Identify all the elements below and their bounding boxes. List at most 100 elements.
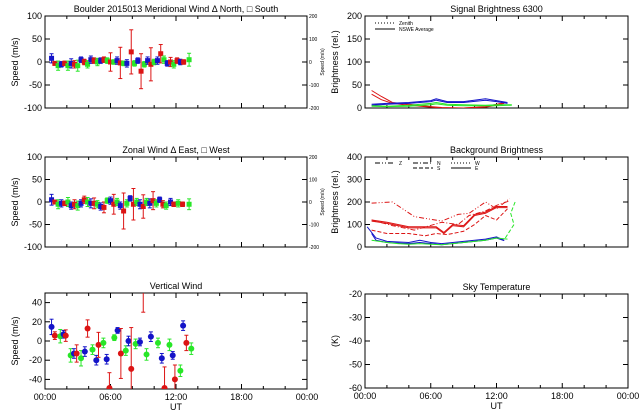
y2-tick-label: -200 bbox=[309, 106, 319, 112]
marker-circle bbox=[93, 357, 100, 364]
marker-square bbox=[181, 59, 187, 65]
data-point bbox=[121, 192, 127, 230]
marker-circle bbox=[154, 339, 161, 346]
legend: Z NS WE bbox=[375, 161, 480, 172]
marker-square bbox=[168, 59, 174, 65]
series-line bbox=[371, 101, 512, 107]
marker-circle bbox=[51, 332, 58, 339]
data-point bbox=[98, 202, 104, 211]
marker-circle bbox=[111, 334, 118, 341]
marker-circle bbox=[103, 356, 110, 363]
data-point bbox=[154, 337, 161, 349]
marker-square bbox=[55, 201, 61, 207]
data-point bbox=[143, 348, 150, 361]
data-point bbox=[158, 352, 165, 364]
marker-circle bbox=[125, 338, 132, 344]
data-point bbox=[150, 191, 156, 211]
legend-label: NSWE Average bbox=[399, 27, 434, 33]
marker-circle bbox=[180, 322, 187, 329]
marker-square bbox=[140, 204, 146, 209]
marker-square bbox=[81, 59, 87, 65]
marker-square bbox=[49, 55, 55, 61]
data-point bbox=[132, 60, 138, 67]
marker-square bbox=[108, 198, 113, 204]
marker-square bbox=[117, 60, 123, 66]
y2-tick-label: 200 bbox=[309, 155, 318, 161]
y-axis-label: Brightness (rel.) bbox=[330, 30, 340, 94]
marker-circle bbox=[78, 355, 85, 362]
x-axis-label: UT bbox=[491, 401, 503, 411]
panel-zonal: Zonal Wind Δ East, □ West 100 50 0 -50 -100 Sp… bbox=[10, 145, 326, 252]
marker-square bbox=[175, 200, 181, 206]
marker-square bbox=[81, 197, 87, 203]
data-point bbox=[124, 199, 130, 208]
data-point bbox=[103, 353, 110, 365]
data-point bbox=[73, 344, 80, 363]
y2-tick-label: 200 bbox=[309, 14, 318, 20]
marker-circle bbox=[136, 338, 143, 345]
y2-tick-label: 0 bbox=[309, 200, 312, 206]
legend-label: W bbox=[475, 161, 480, 167]
y-tick-label: 50 bbox=[352, 80, 362, 90]
marker-square bbox=[147, 200, 153, 206]
data-point bbox=[136, 337, 143, 347]
y-tick-label: 0 bbox=[37, 57, 42, 67]
y-tick-label: 150 bbox=[347, 34, 362, 44]
y-tick-label: 100 bbox=[347, 57, 362, 67]
x-tick-label: 06:00 bbox=[419, 391, 442, 401]
data-point bbox=[104, 197, 110, 204]
marker-square bbox=[168, 199, 174, 205]
data-point bbox=[147, 331, 154, 342]
marker-square bbox=[177, 59, 183, 65]
y-tick-label: 0 bbox=[37, 197, 42, 207]
data-point bbox=[127, 195, 133, 202]
data-point bbox=[138, 53, 144, 90]
marker-circle bbox=[62, 332, 69, 339]
y2-tick-label: -100 bbox=[309, 83, 319, 89]
plot-area bbox=[49, 188, 192, 230]
data-point bbox=[81, 346, 88, 357]
data-point bbox=[75, 59, 81, 72]
marker-square bbox=[88, 200, 94, 206]
marker-square bbox=[94, 201, 100, 207]
data-point bbox=[124, 59, 130, 68]
marker-square bbox=[138, 68, 144, 74]
y-tick-label: 0 bbox=[37, 336, 42, 346]
x-tick-label: 06:00 bbox=[99, 392, 122, 402]
marker-circle bbox=[143, 351, 150, 358]
data-point bbox=[106, 372, 113, 389]
chart-title: Boulder 2015013 Meridional Wind Δ North,… bbox=[74, 4, 279, 14]
marker-square bbox=[52, 199, 58, 205]
y-tick-label: -100 bbox=[24, 242, 42, 252]
data-point bbox=[169, 351, 176, 360]
x-axis-label: UT bbox=[170, 402, 182, 412]
chart-title: Background Brightness bbox=[450, 145, 544, 155]
marker-square bbox=[111, 201, 117, 207]
marker-circle bbox=[158, 355, 165, 362]
panel-skytemp: Sky Temperature 00:00 06:00 12:00 18:00 00:00… bbox=[330, 282, 639, 411]
marker-circle bbox=[84, 325, 91, 332]
marker-square bbox=[91, 58, 97, 64]
x-tick-label: 00:00 bbox=[34, 392, 57, 402]
marker-square bbox=[62, 60, 68, 66]
data-point bbox=[111, 193, 117, 215]
marker-square bbox=[180, 201, 186, 207]
y2-tick-label: -100 bbox=[309, 223, 319, 229]
y-tick-label: 0 bbox=[357, 103, 362, 113]
marker-square bbox=[134, 199, 140, 205]
marker-square bbox=[150, 198, 156, 204]
marker-circle bbox=[100, 339, 107, 346]
marker-square bbox=[68, 203, 74, 209]
marker-square bbox=[163, 203, 169, 209]
y-tick-label: -30 bbox=[349, 313, 362, 323]
series-line bbox=[371, 103, 512, 108]
marker-square bbox=[171, 201, 177, 207]
data-point bbox=[93, 354, 100, 366]
legend-label: S bbox=[437, 166, 441, 172]
marker-square bbox=[88, 57, 94, 63]
y-tick-label: -20 bbox=[349, 289, 362, 299]
marker-circle bbox=[147, 333, 154, 340]
marker-square bbox=[153, 200, 159, 206]
series-line bbox=[371, 237, 508, 246]
